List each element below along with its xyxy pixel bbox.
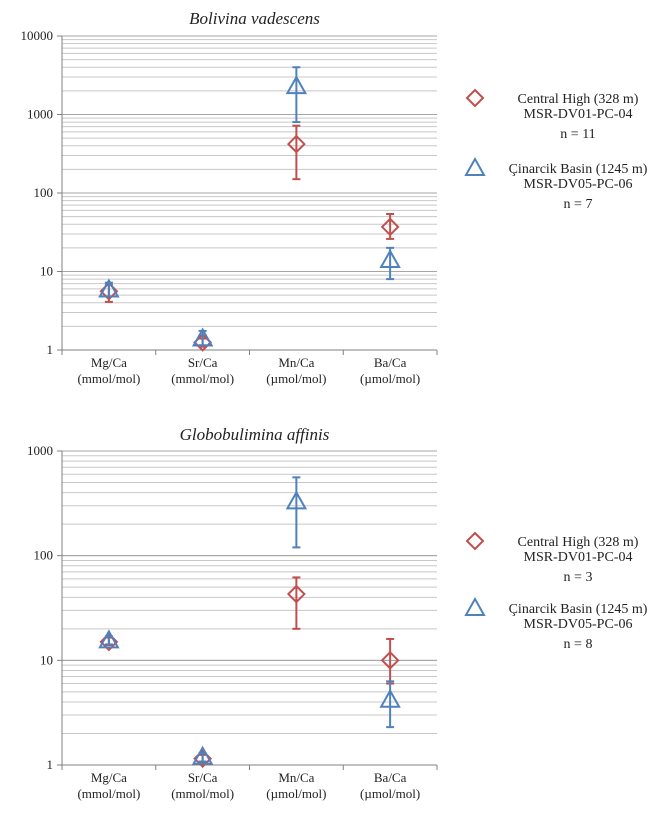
cinarcik-basin-triangle-point [285, 75, 308, 95]
x-category-unit: (mmol/mol) [171, 786, 234, 801]
legend-text: n = 7 [564, 197, 593, 212]
legend-text: MSR-DV01-PC-04 [524, 550, 633, 565]
legend-text: MSR-DV05-PC-06 [524, 617, 633, 632]
y-tick-label: 1 [47, 757, 54, 772]
central-high-diamond-point [286, 134, 306, 154]
x-category-unit: (µmol/mol) [266, 371, 326, 386]
cinarcik-basin-triangle-point [379, 248, 401, 269]
legend-text: MSR-DV05-PC-06 [524, 177, 633, 192]
y-tick-label: 10 [40, 652, 53, 667]
cinarcik-basin-triangle-point [191, 745, 214, 765]
x-category-label: Mg/Ca [91, 355, 127, 370]
x-category-unit: (mmol/mol) [77, 786, 140, 801]
chart-globobulimina-affinis: Globobulimina affinis1000100101Mg/Ca(mmo… [27, 425, 648, 801]
legend-triangle-icon [464, 156, 486, 176]
y-tick-label: 1 [47, 342, 54, 357]
cinarcik-basin-triangle-point [285, 490, 308, 510]
cinarcik-basin-triangle-point [379, 688, 401, 708]
chart-bolivina-vadescens: Bolivina vadescens100001000100101Mg/Ca(m… [21, 9, 648, 386]
legend-text: n = 3 [564, 570, 593, 585]
chart-title: Bolivina vadescens [189, 9, 320, 28]
central-high-diamond-point [380, 217, 400, 237]
central-high-diamond-point [286, 584, 306, 604]
legend-text: Central High (328 m) [518, 535, 639, 550]
x-category-unit: (mmol/mol) [171, 371, 234, 386]
cinarcik-basin-triangle-point [98, 629, 120, 649]
x-category-unit: (µmol/mol) [266, 786, 326, 801]
cinarcik-basin-triangle-point [98, 278, 120, 298]
x-category-label: Ba/Ca [374, 355, 407, 370]
legend-text: n = 8 [564, 637, 593, 652]
x-category-label: Sr/Ca [188, 355, 218, 370]
x-category-unit: (µmol/mol) [360, 786, 420, 801]
x-category-label: Mg/Ca [91, 770, 127, 785]
y-tick-label: 1000 [27, 443, 53, 458]
x-category-label: Mn/Ca [278, 355, 314, 370]
legend-diamond-icon [465, 531, 485, 551]
y-tick-label: 10000 [21, 28, 54, 43]
legend-text: Çinarcik Basin (1245 m) [509, 162, 648, 177]
chart-title: Globobulimina affinis [180, 425, 330, 444]
legend-text: MSR-DV01-PC-04 [524, 107, 633, 122]
x-category-unit: (mmol/mol) [77, 371, 140, 386]
legend-text: Çinarcik Basin (1245 m) [509, 602, 648, 617]
y-tick-label: 1000 [27, 107, 53, 122]
legend-text: Central High (328 m) [518, 92, 639, 107]
x-category-label: Ba/Ca [374, 770, 407, 785]
legend-diamond-icon [465, 88, 485, 108]
legend-triangle-icon [464, 596, 486, 616]
y-tick-label: 10 [40, 264, 53, 279]
cinarcik-basin-triangle-point [191, 327, 214, 347]
x-category-label: Sr/Ca [188, 770, 218, 785]
x-category-unit: (µmol/mol) [360, 371, 420, 386]
y-tick-label: 100 [34, 548, 54, 563]
x-category-label: Mn/Ca [278, 770, 314, 785]
central-high-diamond-point [380, 650, 400, 670]
legend-text: n = 11 [560, 127, 595, 142]
y-tick-label: 100 [34, 185, 54, 200]
